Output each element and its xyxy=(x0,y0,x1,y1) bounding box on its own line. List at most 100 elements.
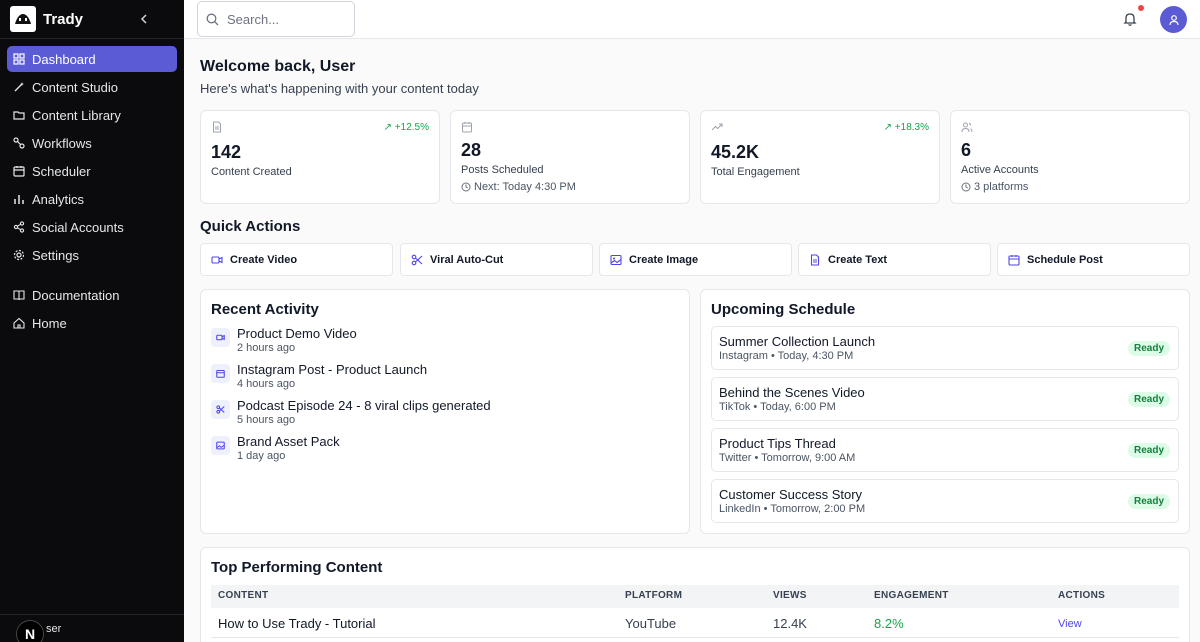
main-content: Welcome back, User Here's what's happeni… xyxy=(184,40,1200,642)
sidebar-item-label: Documentation xyxy=(32,287,120,303)
sidebar-item-content-library[interactable]: Content Library xyxy=(7,102,177,128)
list-item[interactable]: Product Demo Video 2 hours ago xyxy=(211,326,357,355)
recent-activity-title: Recent Activity xyxy=(211,301,319,318)
sidebar-item-workflows[interactable]: Workflows xyxy=(7,130,177,156)
column-header: CONTENT xyxy=(218,590,269,601)
activity-time: 4 hours ago xyxy=(237,378,296,390)
view-link[interactable]: View xyxy=(1058,618,1082,630)
user-avatar[interactable]: N xyxy=(16,619,44,642)
activity-title: Podcast Episode 24 - 8 viral clips gener… xyxy=(237,398,491,413)
sidebar-item-label: Settings xyxy=(32,247,79,263)
sidebar-item-label: Content Library xyxy=(32,107,121,123)
brand-bar: Trady xyxy=(0,0,184,39)
sidebar-item-documentation[interactable]: Documentation xyxy=(7,282,177,308)
list-item[interactable]: Podcast Episode 24 - 8 viral clips gener… xyxy=(211,398,491,427)
stat-value: 45.2K xyxy=(711,142,760,162)
schedule-title: Summer Collection Launch xyxy=(719,334,876,349)
sidebar-item-label: Dashboard xyxy=(32,51,96,67)
bar-chart-icon xyxy=(14,195,24,204)
schedule-item[interactable]: Behind the Scenes Video TikTok • Today, … xyxy=(711,377,1179,421)
sidebar-item-content-studio[interactable]: Content Studio xyxy=(7,74,177,100)
home-icon xyxy=(13,317,25,329)
button-label: Viral Auto-Cut xyxy=(430,253,504,266)
sidebar-item-home[interactable]: Home xyxy=(7,310,177,336)
page-title: Welcome back, User xyxy=(200,58,356,75)
upcoming-schedule-panel: Upcoming Schedule Summer Collection Laun… xyxy=(700,289,1190,534)
status-badge: Ready xyxy=(1127,443,1170,458)
schedule-title: Customer Success Story xyxy=(719,487,863,502)
video-icon xyxy=(211,328,230,347)
status-badge: Ready xyxy=(1127,341,1170,356)
sidebar-item-label: Workflows xyxy=(32,135,92,151)
activity-time: 5 hours ago xyxy=(237,414,296,426)
sidebar-item-dashboard[interactable]: Dashboard xyxy=(7,46,177,72)
folder-icon xyxy=(13,111,25,120)
page-subtitle: Here's what's happening with your conten… xyxy=(200,81,479,96)
wand-icon xyxy=(14,82,24,92)
button-label: Schedule Post xyxy=(1027,253,1103,266)
app-name: Trady xyxy=(43,10,84,28)
top-content-title: Top Performing Content xyxy=(211,559,383,576)
column-header: ACTIONS xyxy=(1058,590,1106,601)
stat-card-posts-scheduled: 28 Posts Scheduled Next: Today 4:30 PM xyxy=(450,110,690,204)
sidebar-item-scheduler[interactable]: Scheduler xyxy=(7,158,177,184)
sidebar-item-label: Social Accounts xyxy=(32,219,124,235)
create-video-button[interactable]: Create Video xyxy=(200,243,393,276)
image-icon xyxy=(610,254,622,265)
stat-extra-text: 3 platforms xyxy=(974,181,1029,193)
list-item[interactable]: Brand Asset Pack 1 day ago xyxy=(211,434,340,463)
user-icon xyxy=(1168,14,1179,25)
schedule-title: Product Tips Thread xyxy=(719,436,836,451)
search-box[interactable] xyxy=(197,1,355,37)
search-input[interactable] xyxy=(227,11,347,27)
calendar-icon xyxy=(1008,254,1020,266)
avatar[interactable] xyxy=(1160,6,1187,33)
button-label: Create Video xyxy=(230,253,298,266)
sidebar-item-label: Analytics xyxy=(32,191,85,207)
status-badge: Ready xyxy=(1127,392,1170,407)
activity-time: 1 day ago xyxy=(237,450,286,462)
activity-title: Product Demo Video xyxy=(237,326,357,341)
sidebar-nav: Dashboard Content Studio Content Library… xyxy=(0,39,184,345)
sidebar: Trady Dashboard Content Studio Content L… xyxy=(0,0,184,642)
search-icon xyxy=(206,13,219,25)
viral-auto-cut-button[interactable]: Viral Auto-Cut xyxy=(400,243,593,276)
schedule-post-button[interactable]: Schedule Post xyxy=(997,243,1190,276)
stat-label: Active Accounts xyxy=(961,164,1039,176)
cell-engagement: 8.2% xyxy=(874,616,904,631)
schedule-meta: LinkedIn • Tomorrow, 2:00 PM xyxy=(719,503,866,515)
app-logo[interactable] xyxy=(10,6,36,32)
gear-icon xyxy=(13,249,25,261)
stat-label: Content Created xyxy=(211,166,292,178)
activity-title: Brand Asset Pack xyxy=(237,434,340,449)
stat-card-active-accounts: 6 Active Accounts 3 platforms xyxy=(950,110,1190,204)
create-text-button[interactable]: Create Text xyxy=(798,243,991,276)
column-header: VIEWS xyxy=(773,590,807,601)
sidebar-user[interactable]: N ser xyxy=(0,614,184,642)
collapse-sidebar-icon[interactable] xyxy=(136,11,152,27)
document-icon xyxy=(213,121,221,133)
sidebar-item-label: Home xyxy=(32,315,67,331)
sidebar-item-settings[interactable]: Settings xyxy=(7,242,177,268)
schedule-item[interactable]: Customer Success Story LinkedIn • Tomorr… xyxy=(711,479,1179,523)
list-item[interactable]: Instagram Post - Product Launch 4 hours a… xyxy=(211,362,427,391)
table-row: How to Use Trady - Tutorial YouTube 12.4… xyxy=(211,608,1179,638)
nav-divider xyxy=(7,270,177,282)
sidebar-item-social-accounts[interactable]: Social Accounts xyxy=(7,214,177,240)
create-image-button[interactable]: Create Image xyxy=(599,243,792,276)
stat-change: ↗ +12.5% xyxy=(384,122,429,133)
sidebar-item-label: Scheduler xyxy=(32,163,91,179)
quick-actions-title: Quick Actions xyxy=(200,218,301,235)
bell-icon[interactable] xyxy=(1122,11,1138,27)
stat-label: Total Engagement xyxy=(711,166,800,178)
table-header: CONTENT PLATFORM VIEWS ENGAGEMENT ACTION… xyxy=(211,585,1179,608)
schedule-item[interactable]: Summer Collection Launch Instagram • Tod… xyxy=(711,326,1179,370)
stat-change-value: +12.5% xyxy=(394,122,429,133)
sidebar-item-analytics[interactable]: Analytics xyxy=(7,186,177,212)
sidebar-item-label: Content Studio xyxy=(32,79,119,95)
calendar-icon xyxy=(462,122,472,133)
schedule-item[interactable]: Product Tips Thread Twitter • Tomorrow, … xyxy=(711,428,1179,472)
stat-card-total-engagement: ↗ +18.3% 45.2K Total Engagement xyxy=(700,110,940,204)
cell-views: 12.4K xyxy=(773,616,807,631)
stat-change: ↗ +18.3% xyxy=(884,122,929,133)
